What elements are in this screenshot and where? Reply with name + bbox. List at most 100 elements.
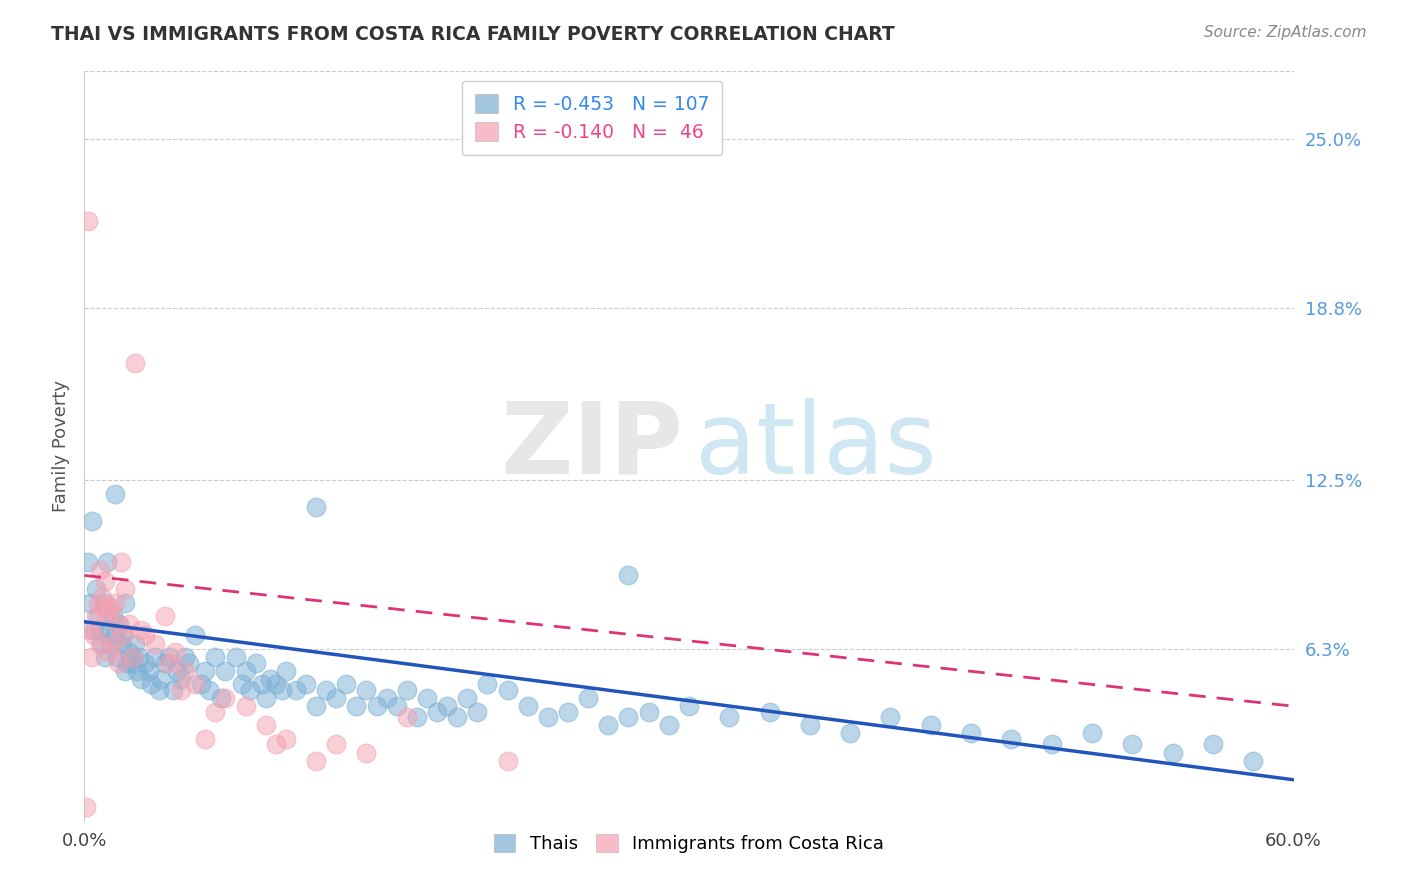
Point: [174, 664, 197, 678]
Point: [93, 574, 115, 588]
Point: [960, 726, 983, 740]
Legend: Thais, Immigrants from Costa Rica: Thais, Immigrants from Costa Rica: [486, 827, 891, 860]
Point: [124, 636, 146, 650]
Point: [83, 623, 105, 637]
Point: [89, 563, 111, 577]
Point: [477, 677, 499, 691]
Point: [134, 656, 156, 670]
Point: [1241, 754, 1264, 768]
Point: [274, 664, 297, 678]
Point: [82, 514, 104, 528]
Point: [305, 754, 328, 768]
Point: [576, 691, 599, 706]
Point: [97, 623, 120, 637]
Text: THAI VS IMMIGRANTS FROM COSTA RICA FAMILY POVERTY CORRELATION CHART: THAI VS IMMIGRANTS FROM COSTA RICA FAMIL…: [51, 25, 894, 44]
Point: [879, 710, 901, 724]
Point: [557, 705, 579, 719]
Point: [254, 691, 277, 706]
Point: [105, 650, 128, 665]
Point: [128, 650, 150, 665]
Text: atlas: atlas: [695, 398, 936, 494]
Point: [231, 677, 253, 691]
Point: [315, 682, 337, 697]
Point: [157, 650, 180, 665]
Point: [346, 699, 368, 714]
Point: [416, 691, 439, 706]
Point: [356, 682, 378, 697]
Point: [83, 628, 105, 642]
Point: [107, 617, 129, 632]
Point: [118, 645, 141, 659]
Point: [395, 710, 418, 724]
Point: [190, 677, 212, 691]
Point: [285, 682, 308, 697]
Point: [637, 705, 659, 719]
Point: [264, 737, 287, 751]
Point: [75, 800, 97, 814]
Point: [104, 628, 127, 642]
Point: [134, 628, 156, 642]
Point: [124, 356, 146, 370]
Point: [104, 486, 127, 500]
Point: [89, 623, 111, 637]
Point: [153, 609, 176, 624]
Point: [107, 656, 129, 670]
Point: [295, 677, 318, 691]
Point: [204, 650, 226, 665]
Point: [100, 636, 122, 650]
Point: [758, 705, 780, 719]
Point: [678, 699, 700, 714]
Point: [496, 682, 519, 697]
Point: [110, 636, 132, 650]
Point: [101, 609, 124, 624]
Point: [598, 718, 620, 732]
Point: [270, 682, 292, 697]
Point: [174, 650, 197, 665]
Point: [496, 754, 519, 768]
Point: [115, 656, 138, 670]
Point: [617, 568, 640, 582]
Point: [920, 718, 942, 732]
Point: [96, 555, 118, 569]
Point: [110, 555, 132, 569]
Point: [184, 677, 207, 691]
Point: [129, 623, 152, 637]
Point: [121, 650, 143, 665]
Point: [91, 636, 114, 650]
Point: [366, 699, 388, 714]
Point: [617, 710, 640, 724]
Point: [436, 699, 458, 714]
Point: [111, 628, 134, 642]
Point: [1121, 737, 1143, 751]
Point: [93, 596, 115, 610]
Point: [1000, 731, 1022, 746]
Point: [1202, 737, 1225, 751]
Point: [153, 656, 176, 670]
Point: [118, 617, 141, 632]
Point: [799, 718, 821, 732]
Point: [97, 645, 120, 659]
Point: [87, 609, 110, 624]
Point: [86, 582, 108, 596]
Point: [209, 691, 232, 706]
Point: [96, 609, 118, 624]
Point: [139, 677, 162, 691]
Point: [235, 699, 257, 714]
Point: [105, 617, 128, 632]
Point: [143, 636, 166, 650]
Point: [125, 664, 148, 678]
Point: [179, 656, 201, 670]
Point: [93, 601, 115, 615]
Point: [82, 650, 104, 665]
Point: [114, 582, 136, 596]
Point: [86, 609, 108, 624]
Point: [274, 731, 297, 746]
Point: [335, 677, 357, 691]
Point: [138, 664, 160, 678]
Point: [1161, 746, 1184, 760]
Text: Source: ZipAtlas.com: Source: ZipAtlas.com: [1204, 25, 1367, 40]
Point: [170, 682, 193, 697]
Point: [87, 596, 110, 610]
Point: [325, 737, 347, 751]
Point: [254, 718, 277, 732]
